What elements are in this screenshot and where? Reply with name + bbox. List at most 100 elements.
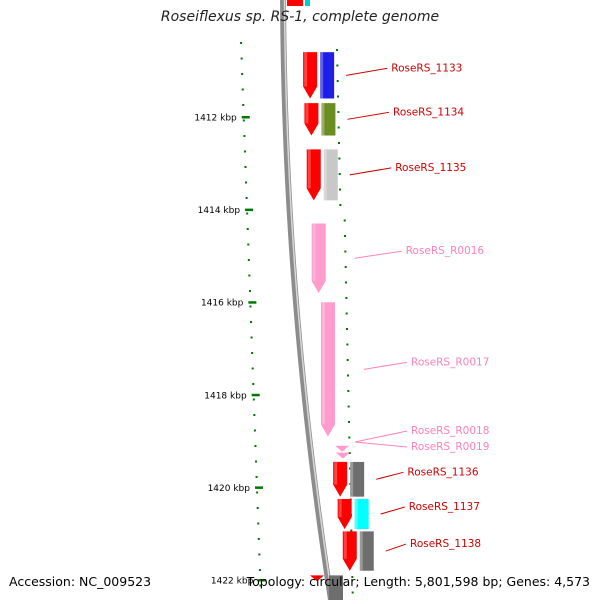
cds-arrow-shade [338,498,342,518]
scale-dot [249,305,252,308]
cog-block [305,0,310,6]
scale-dot [339,188,342,191]
label-leader-line [376,471,404,480]
scale-dot [336,64,339,67]
scale-dot [337,95,340,98]
scale-dot [256,491,259,494]
backbone-highlight [283,0,334,601]
scale-dot [337,111,340,113]
scale-dot [258,553,261,556]
scale-tick-label: 1418 kbp [204,391,247,401]
scale-dot [348,436,351,439]
scale-dot [347,405,350,408]
scale-dot [343,219,346,222]
feature-arrow [287,0,303,6]
scale-dot [258,569,261,571]
scale-dot [348,421,351,423]
label-leader-line [380,506,405,515]
scale-dot [255,460,258,463]
label-leader-line [347,111,390,120]
label-leader-line [354,430,408,443]
feature-labels: RoseRS_1133 RoseRS_1134 RoseRS_1135 RoseRS_… [346,62,489,552]
feature-label: RoseRS_1137 [409,501,480,513]
feature-label: RoseRS_R0017 [411,356,489,368]
cog-block [321,103,336,136]
cog-block-shade [323,149,327,201]
cog-block [329,575,343,600]
scale-dot [337,126,340,129]
scale-dot [339,204,342,206]
cog-block [350,461,365,497]
scale-dot [248,290,251,292]
scale-major-tick [248,301,257,304]
scale-dot [344,235,347,237]
rrna-arrow-shade [321,302,325,425]
scale-dot [255,476,258,478]
scale-major-tick [241,116,250,119]
scale-dot [256,507,259,509]
scale-dot [349,467,352,470]
scale-dot [347,390,350,392]
scale-dot [345,297,348,299]
scale-tick-label: 1412 kbp [194,114,237,124]
rrna-arrow-shade [312,223,316,281]
label-leader-line [349,167,392,176]
cds-arrow [333,461,348,497]
scale-dot [338,173,341,175]
label-leader-line [354,250,402,259]
label-leader-line [346,67,388,76]
backbone-outer [280,0,335,601]
cog-block [323,149,338,201]
cds-arrow-shade [304,52,308,87]
scale-dot [257,522,260,525]
feature-label: RoseRS_1136 [407,466,478,478]
scale-dot [338,157,341,160]
label-leader-line [363,361,408,370]
genome-backbone [280,0,335,601]
cds-arrow [337,498,352,530]
feature-label: RoseRS_1138 [410,538,481,550]
scale-dot [246,228,249,230]
scale-dot [241,88,244,91]
map-title: Roseiflexus sp. RS-1, complete genome [160,9,440,25]
cds-arrow [306,149,321,201]
cds-arrow [310,575,324,582]
scale-dot [247,243,250,246]
scale-dot [241,73,244,75]
scale-dot [351,591,354,594]
scale-dot [245,181,248,184]
scale-dot [250,336,253,339]
scale-dot [254,445,257,447]
cds-arrow-shade [307,149,311,189]
accession-text: Accession: NC_009523 [9,574,152,589]
feature-label: RoseRS_1133 [391,62,462,74]
cog-block-shade [321,103,325,136]
cds-arrow [303,52,318,99]
cds-arrow-shade [334,461,338,485]
scale-dot [344,250,347,253]
scale-dot [244,166,247,168]
scale-dot [344,266,347,268]
scale-major-tick [245,208,254,212]
scale-dot [240,57,243,60]
scale-dot [240,42,243,44]
scale-dot [252,398,255,401]
scale-dot [346,343,349,346]
cog-block-shade [354,498,358,530]
cog-block-shade [320,52,324,99]
cog-block [359,531,374,571]
scale-major-tick [258,579,267,582]
cds-arrow-shade [343,531,347,559]
scale-dot [250,321,253,323]
trna-chevron [335,445,350,452]
cog-block-shade [359,531,363,571]
scale-ticks: 1412 kbp 1414 kbp 1416 kbp 1418 kbp 1420 kbp… [194,42,354,594]
feature-track [303,52,357,582]
feature-label: RoseRS_1135 [395,162,466,174]
scale-dot [242,104,245,106]
scale-dot [242,119,245,122]
topology-text: Topology: circular; Length: 5,801,598 bp… [246,574,590,589]
scale-dot [251,367,254,370]
